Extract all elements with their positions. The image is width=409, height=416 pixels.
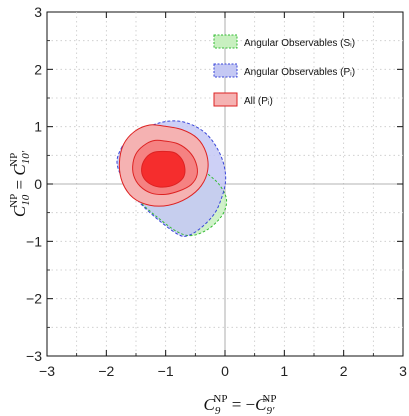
y-tick-label: 3 (34, 4, 42, 20)
y-tick-label: −2 (26, 291, 42, 307)
x-tick-label: 2 (340, 363, 348, 379)
y-tick-label: −1 (26, 233, 42, 249)
x-tick-label: 3 (399, 363, 407, 379)
x-tick-label: −1 (158, 363, 174, 379)
legend: Angular Observables (Sᵢ) Angular Observab… (213, 34, 355, 107)
axis-ticks: −3 −2 −1 0 1 2 3 −3 −2 −1 0 1 2 3 (26, 4, 407, 379)
legend-swatch-angular-s (213, 34, 238, 49)
x-axis-label: C9NP = −C9′NP (204, 393, 277, 416)
x-tick-label: −3 (39, 363, 55, 379)
y-tick-label: −3 (26, 348, 42, 364)
region-all-p-level-3 (141, 150, 186, 188)
legend-label: Angular Observables (Sᵢ) (244, 38, 355, 49)
y-tick-label: 0 (34, 176, 42, 192)
y-axis-label: C10NP = C10′NP (8, 150, 32, 217)
legend-label: All (Pᵢ) (244, 96, 273, 107)
y-tick-label: 1 (34, 119, 42, 135)
legend-label: Angular Observables (Pᵢ) (244, 67, 355, 78)
y-tick-label: 2 (34, 61, 42, 77)
x-tick-label: 1 (280, 363, 288, 379)
legend-swatch-all-p (213, 92, 238, 107)
x-tick-label: −2 (98, 363, 114, 379)
x-tick-label: 0 (221, 363, 229, 379)
confidence-regions (116, 120, 228, 237)
legend-swatch-angular-p (213, 63, 238, 78)
